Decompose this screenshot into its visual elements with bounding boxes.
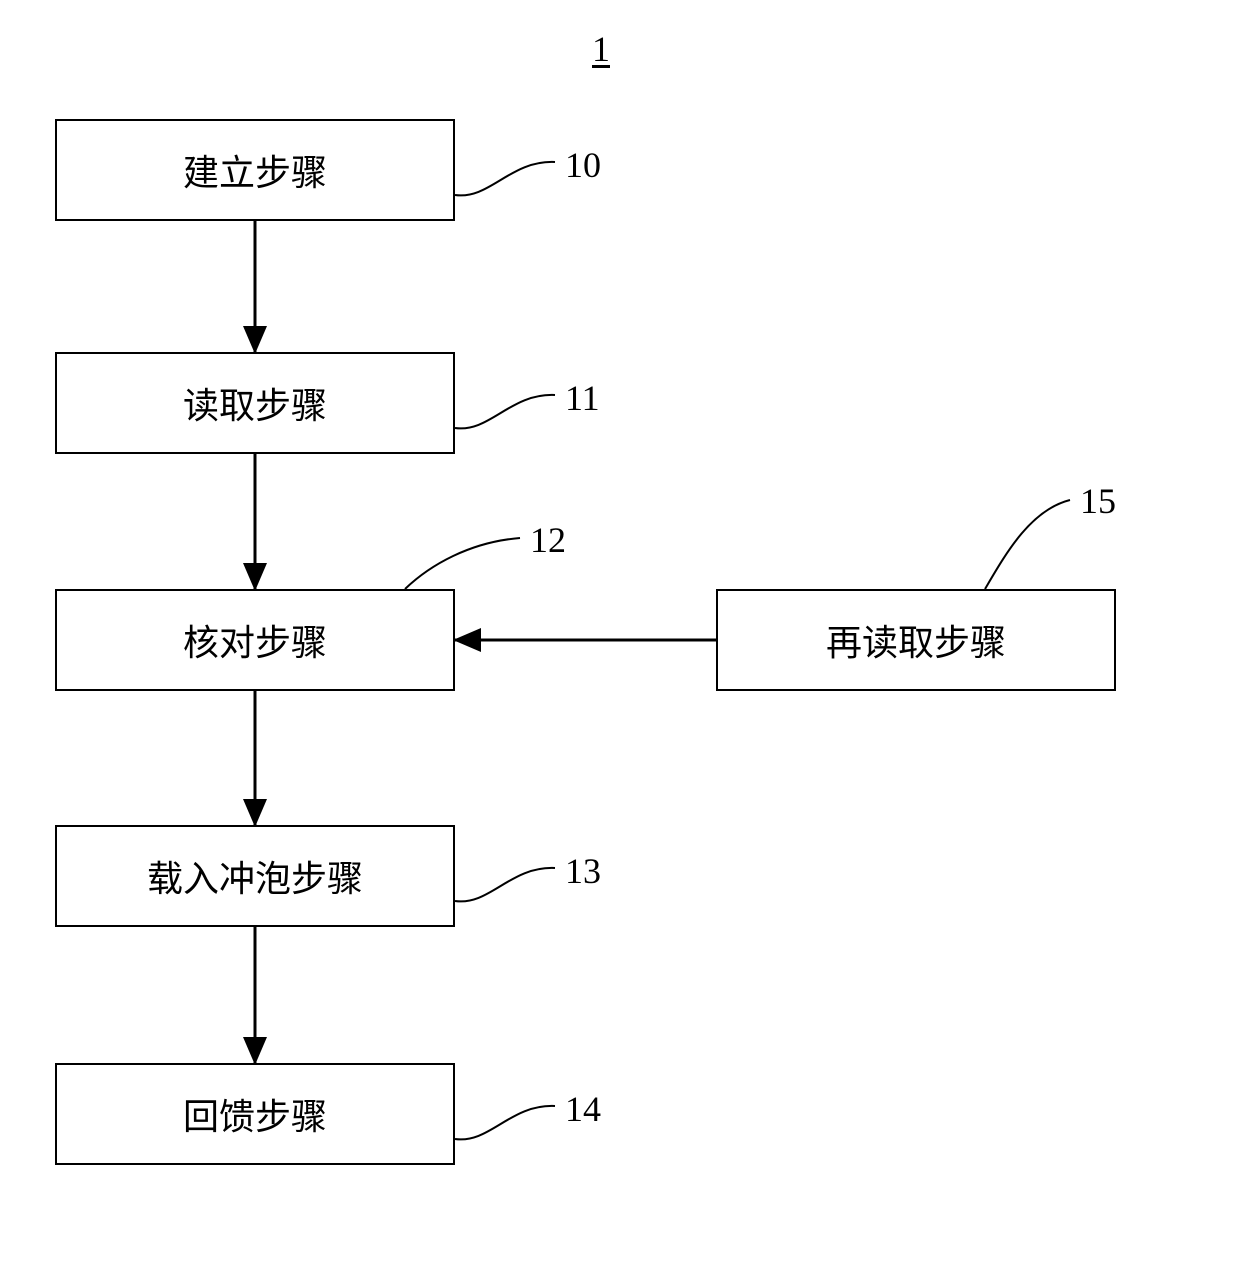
ref-label-10: 10	[565, 144, 601, 186]
ref-connector	[455, 395, 555, 429]
flowchart-canvas: 1 建立步骤读取步骤核对步骤载入冲泡步骤回馈步骤 再读取步骤 10 11 12 13 14 1…	[0, 0, 1240, 1269]
figure-title: 1	[592, 28, 610, 70]
flow-node-n11: 读取步骤	[55, 352, 455, 454]
flow-node-n15: 再读取步骤	[716, 589, 1116, 691]
flow-node-label: 建立步骤	[183, 144, 327, 196]
flow-node-label: 回馈步骤	[183, 1088, 327, 1140]
ref-connector	[455, 868, 555, 902]
ref-label-14: 14	[565, 1088, 601, 1130]
flow-node-label: 读取步骤	[183, 377, 327, 429]
ref-connector	[985, 500, 1070, 589]
flow-node-n14: 回馈步骤	[55, 1063, 455, 1165]
ref-label-15: 15	[1080, 480, 1116, 522]
flow-node-label: 核对步骤	[183, 614, 327, 666]
flow-node-n10: 建立步骤	[55, 119, 455, 221]
ref-connector	[405, 538, 520, 589]
flow-node-n12: 核对步骤	[55, 589, 455, 691]
ref-connector	[455, 162, 555, 196]
ref-label-12: 12	[530, 519, 566, 561]
flow-node-label: 再读取步骤	[826, 614, 1006, 666]
flow-node-label: 载入冲泡步骤	[147, 850, 363, 902]
ref-label-13: 13	[565, 850, 601, 892]
ref-connector	[455, 1106, 555, 1140]
flow-node-n13: 载入冲泡步骤	[55, 825, 455, 927]
ref-label-11: 11	[565, 377, 600, 419]
